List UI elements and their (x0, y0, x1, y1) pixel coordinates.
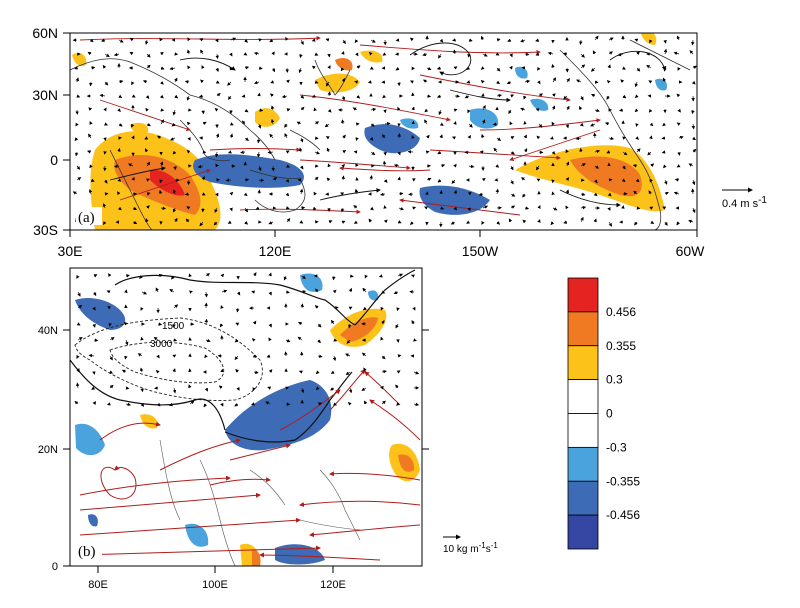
panel-a-lat-tick-30n: 30N (32, 87, 58, 103)
colorbar-label: 0.3 (606, 373, 623, 387)
colorbar-box (568, 346, 598, 380)
panel-a-lat-tick-0: 0 (50, 152, 58, 168)
panel-b-lon-tick-100e: 100E (202, 579, 228, 591)
colorbar-label: -0.355 (606, 474, 640, 488)
panel-a: 60N 30N 0 30S 30E 120E 150W 60W (a) 0.4 … (32, 25, 767, 259)
colorbar-label: 0.456 (606, 305, 636, 319)
contour-label-1500: 1500 (162, 321, 185, 332)
panel-b-lat-tick-20n: 20N (38, 444, 58, 456)
colorbar-label: -0.3 (606, 440, 627, 454)
panel-a-lon-tick-30e: 30E (58, 243, 83, 259)
colorbar-box (568, 312, 598, 346)
panel-b-lon-tick-80e: 80E (88, 579, 108, 591)
panel-a-lon-tick-60w: 60W (676, 243, 706, 259)
colorbar-box (568, 414, 598, 448)
colorbar-box (568, 278, 598, 312)
colorbar-box (568, 515, 598, 549)
panel-b-map: 1500 3000 (70, 268, 422, 566)
panel-a-lon-tick-120e: 120E (259, 243, 292, 259)
wind-vector (141, 337, 142, 340)
colorbar-label: 0.355 (606, 339, 636, 353)
panel-a-lon-tick-150w: 150W (462, 243, 499, 259)
panel-a-lat-tick-30s: 30S (33, 222, 58, 238)
wind-vector (105, 138, 106, 140)
contour-label-3000: 3000 (150, 339, 173, 350)
colorbar-label: -0.456 (606, 508, 640, 522)
panel-a-lat-tick-60n: 60N (32, 25, 58, 41)
colorbar-label: 0 (606, 407, 613, 421)
panel-b-reference-label: 10 kg m-1s-1 (443, 541, 498, 555)
wind-vector (301, 352, 302, 356)
panel-b-lat-tick-40n: 40N (38, 325, 58, 337)
panel-b-label: (b) (78, 544, 96, 560)
panel-b-lon-tick-120e: 120E (320, 579, 346, 591)
wind-vector (126, 388, 129, 389)
colorbar-box (568, 481, 598, 515)
panel-a-reference-label: 0.4 m s-1 (722, 195, 767, 210)
colorbar-box (568, 380, 598, 414)
colorbar: 0.456 0.355 0.3 0 -0.3 -0.355 -0.456 (568, 278, 640, 549)
panel-a-map (70, 30, 697, 230)
panel-b-lat-tick-0: 0 (52, 561, 58, 573)
colorbar-box (568, 447, 598, 481)
panel-b: 1500 3000 (38, 268, 499, 591)
panel-a-label: (a) (78, 210, 95, 226)
